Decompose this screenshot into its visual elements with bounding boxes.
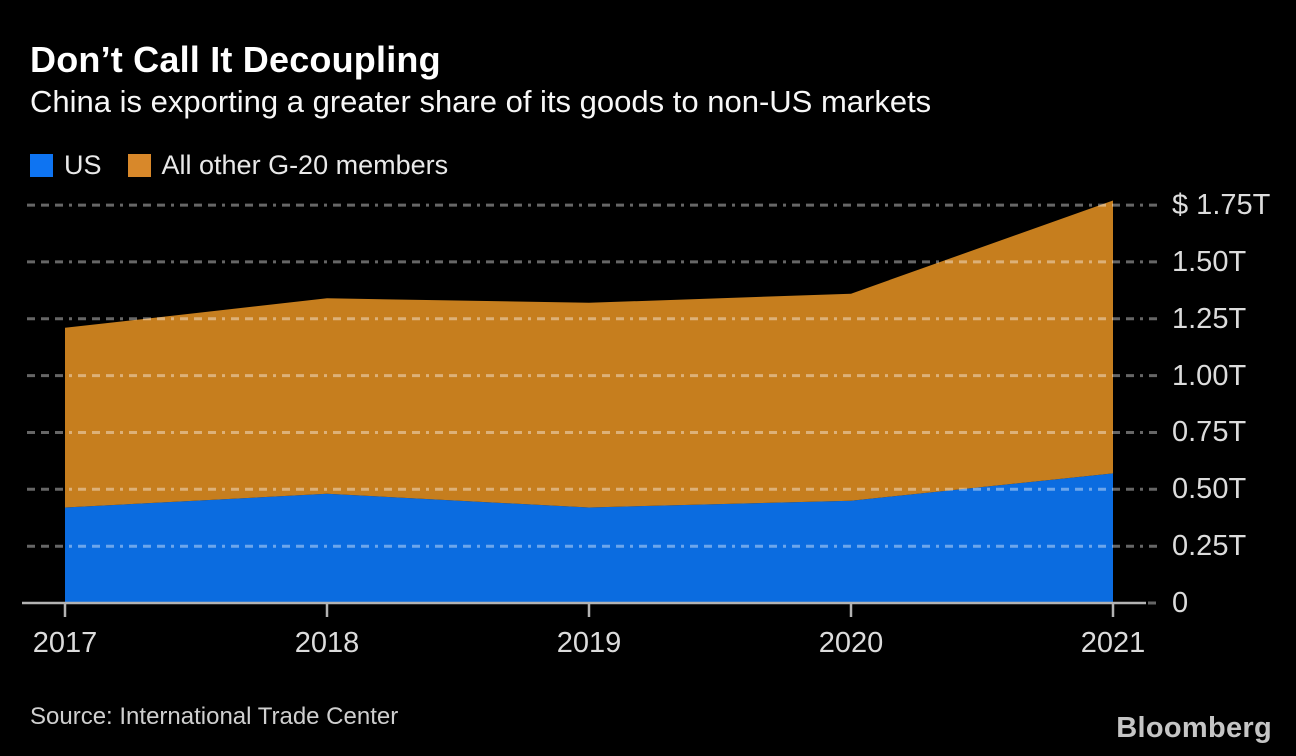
y-axis-label-0: 0 — [1172, 587, 1189, 619]
legend-label-other-g20: All other G-20 members — [161, 150, 449, 180]
x-axis-label-2017: 2017 — [32, 627, 98, 659]
legend-swatch-other-g20-icon — [127, 154, 151, 177]
x-axis-label-2021: 2021 — [1080, 627, 1146, 659]
x-axis-label-2018: 2018 — [294, 627, 360, 659]
y-axis-label-1.00: 1.00T — [1172, 360, 1247, 392]
legend: US All other G-20 members — [30, 150, 449, 180]
y-axis-label-0.75: 0.75T — [1172, 416, 1247, 448]
x-axis-label-2019: 2019 — [556, 627, 622, 659]
legend-label-us: US — [64, 150, 102, 180]
chart-subtitle: China is exporting a greater share of it… — [30, 84, 932, 119]
x-axis-ticks — [63, 603, 1115, 617]
grid-lines — [27, 203, 1157, 605]
x-axis-label-2020: 2020 — [818, 627, 884, 659]
source-note: Source: International Trade Center — [30, 703, 399, 730]
chart-title: Don’t Call It Decoupling — [30, 39, 441, 80]
area-series-us — [65, 473, 1113, 603]
y-axis-label-1.75: $ 1.75T — [1172, 189, 1271, 221]
area-series-other-g20 — [65, 200, 1113, 508]
y-axis-label-1.25: 1.25T — [1172, 303, 1247, 335]
legend-item-us: US — [30, 150, 102, 180]
bloomberg-logo: Bloomberg — [1116, 712, 1272, 744]
legend-swatch-us-icon — [30, 154, 53, 177]
y-axis-label-0.50: 0.50T — [1172, 473, 1247, 505]
y-axis-label-0.25: 0.25T — [1172, 530, 1247, 562]
legend-item-other-g20: All other G-20 members — [127, 150, 449, 180]
y-axis-label-1.50: 1.50T — [1172, 246, 1247, 278]
